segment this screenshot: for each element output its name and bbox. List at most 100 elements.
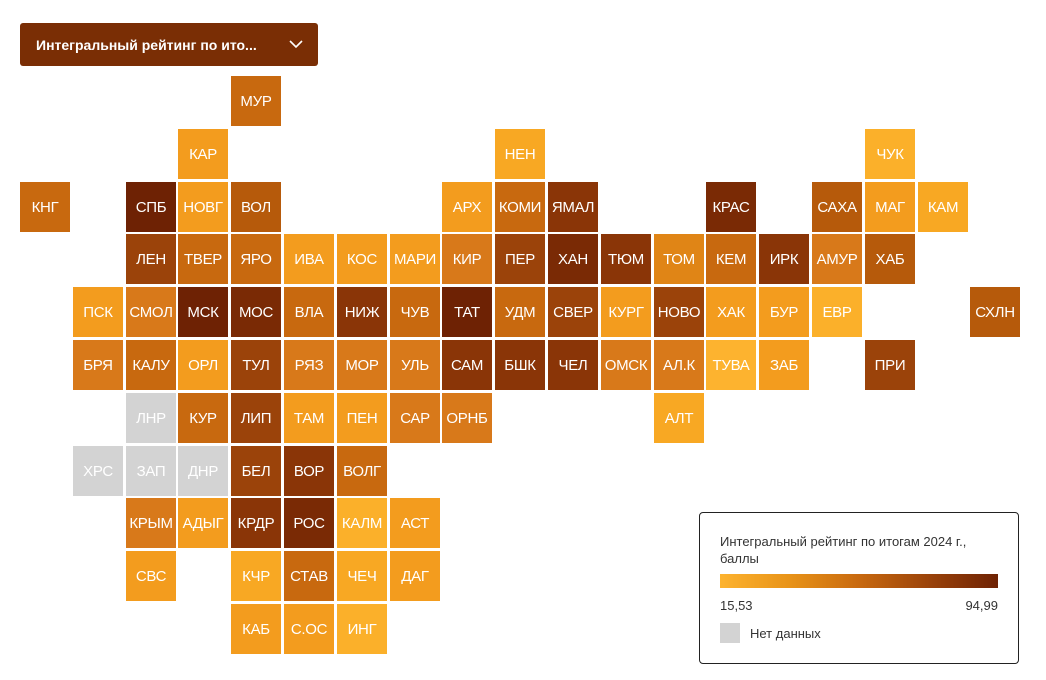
region-tile[interactable]: КАЛУ <box>126 340 176 390</box>
region-tile[interactable]: КИР <box>442 234 492 284</box>
region-tile[interactable]: ТУЛ <box>231 340 281 390</box>
region-tile[interactable]: ЯРО <box>231 234 281 284</box>
region-tile[interactable]: ЛЕН <box>126 234 176 284</box>
region-tile[interactable]: КЕМ <box>706 234 756 284</box>
region-tile[interactable]: ПРИ <box>865 340 915 390</box>
region-tile[interactable]: ОРЛ <box>178 340 228 390</box>
region-tile[interactable]: ЧЕЧ <box>337 551 387 601</box>
region-tile[interactable]: ИВА <box>284 234 334 284</box>
region-tile[interactable]: САР <box>390 393 440 443</box>
indicator-dropdown[interactable]: Интегральный рейтинг по ито... <box>20 23 318 66</box>
region-tile[interactable]: КАБ <box>231 604 281 654</box>
region-tile[interactable]: ПСК <box>73 287 123 337</box>
region-tile[interactable]: КАР <box>178 129 228 179</box>
region-tile[interactable]: ВЛА <box>284 287 334 337</box>
region-tile[interactable]: НОВГ <box>178 182 228 232</box>
region-tile[interactable]: ТАТ <box>442 287 492 337</box>
region-tile[interactable]: КОС <box>337 234 387 284</box>
region-tile[interactable]: ТОМ <box>654 234 704 284</box>
region-tile[interactable]: ЧУК <box>865 129 915 179</box>
region-tile[interactable]: САМ <box>442 340 492 390</box>
region-tile[interactable]: АЛТ <box>654 393 704 443</box>
region-tile[interactable]: КОМИ <box>495 182 545 232</box>
region-tile[interactable]: ВОЛ <box>231 182 281 232</box>
region-tile[interactable]: КУР <box>178 393 228 443</box>
legend-nodata-swatch <box>720 623 740 643</box>
region-tile[interactable]: УДМ <box>495 287 545 337</box>
region-tile[interactable]: СПБ <box>126 182 176 232</box>
region-tile[interactable]: ЯМАЛ <box>548 182 598 232</box>
legend: Интегральный рейтинг по итогам 2024 г., … <box>699 512 1019 664</box>
indicator-dropdown-label: Интегральный рейтинг по ито... <box>36 36 257 53</box>
region-tile[interactable]: БЕЛ <box>231 446 281 496</box>
region-tile[interactable]: МОС <box>231 287 281 337</box>
region-tile[interactable]: УЛЬ <box>390 340 440 390</box>
region-tile[interactable]: МСК <box>178 287 228 337</box>
region-tile[interactable]: КУРГ <box>601 287 651 337</box>
region-tile[interactable]: ХАН <box>548 234 598 284</box>
legend-gradient-bar <box>720 574 998 588</box>
region-tile[interactable]: РЯЗ <box>284 340 334 390</box>
region-tile[interactable]: КНГ <box>20 182 70 232</box>
region-tile[interactable]: ТУВА <box>706 340 756 390</box>
region-tile[interactable]: МУР <box>231 76 281 126</box>
region-tile[interactable]: БШК <box>495 340 545 390</box>
region-tile[interactable]: ХАБ <box>865 234 915 284</box>
region-tile[interactable]: КРАС <box>706 182 756 232</box>
region-tile[interactable]: ВОЛГ <box>337 446 387 496</box>
region-tile[interactable]: БРЯ <box>73 340 123 390</box>
region-tile[interactable]: ИРК <box>759 234 809 284</box>
region-tile[interactable]: САХА <box>812 182 862 232</box>
region-tile[interactable]: ОМСК <box>601 340 651 390</box>
region-tile[interactable]: НЕН <box>495 129 545 179</box>
region-tile[interactable]: ДНР <box>178 446 228 496</box>
region-tile[interactable]: МАРИ <box>390 234 440 284</box>
region-tile[interactable]: КРДР <box>231 498 281 548</box>
region-tile[interactable]: КАМ <box>918 182 968 232</box>
region-tile[interactable]: АМУР <box>812 234 862 284</box>
region-tile[interactable]: РОС <box>284 498 334 548</box>
region-tile[interactable]: ЕВР <box>812 287 862 337</box>
region-tile[interactable]: СВС <box>126 551 176 601</box>
region-tile[interactable]: НИЖ <box>337 287 387 337</box>
region-tile[interactable]: ЗАБ <box>759 340 809 390</box>
legend-title: Интегральный рейтинг по итогам 2024 г., … <box>720 534 967 566</box>
region-tile[interactable]: МАГ <box>865 182 915 232</box>
region-tile[interactable]: ПЕР <box>495 234 545 284</box>
region-tile[interactable]: СТАВ <box>284 551 334 601</box>
region-tile[interactable]: ИНГ <box>337 604 387 654</box>
region-tile[interactable]: ЧУВ <box>390 287 440 337</box>
legend-min-value: 15,53 <box>720 598 753 613</box>
region-tile[interactable]: ВОР <box>284 446 334 496</box>
region-tile[interactable]: АРХ <box>442 182 492 232</box>
region-tile[interactable]: ТАМ <box>284 393 334 443</box>
region-tile[interactable]: НОВО <box>654 287 704 337</box>
region-tile[interactable]: С.ОС <box>284 604 334 654</box>
region-tile[interactable]: АЛ.К <box>654 340 704 390</box>
region-tile[interactable]: КЧР <box>231 551 281 601</box>
region-tile[interactable]: ЗАП <box>126 446 176 496</box>
region-tile[interactable]: АСТ <box>390 498 440 548</box>
legend-max-value: 94,99 <box>965 598 998 613</box>
chevron-down-icon <box>289 40 303 49</box>
region-tile[interactable]: ДАГ <box>390 551 440 601</box>
region-tile[interactable]: ОРНБ <box>442 393 492 443</box>
region-tile[interactable]: ХРС <box>73 446 123 496</box>
region-tile[interactable]: ЧЕЛ <box>548 340 598 390</box>
region-tile[interactable]: ПЕН <box>337 393 387 443</box>
region-tile[interactable]: ТЮМ <box>601 234 651 284</box>
region-tile[interactable]: КАЛМ <box>337 498 387 548</box>
region-tile[interactable]: КРЫМ <box>126 498 176 548</box>
region-tile[interactable]: ХАК <box>706 287 756 337</box>
region-tile[interactable]: ЛИП <box>231 393 281 443</box>
region-tile[interactable]: СВЕР <box>548 287 598 337</box>
region-tile[interactable]: АДЫГ <box>178 498 228 548</box>
region-tile[interactable]: ТВЕР <box>178 234 228 284</box>
region-tile[interactable]: СМОЛ <box>126 287 176 337</box>
region-tile[interactable]: МОР <box>337 340 387 390</box>
region-tile[interactable]: СХЛН <box>970 287 1020 337</box>
region-tile[interactable]: ЛНР <box>126 393 176 443</box>
legend-nodata-label: Нет данных <box>750 626 821 641</box>
region-tile[interactable]: БУР <box>759 287 809 337</box>
